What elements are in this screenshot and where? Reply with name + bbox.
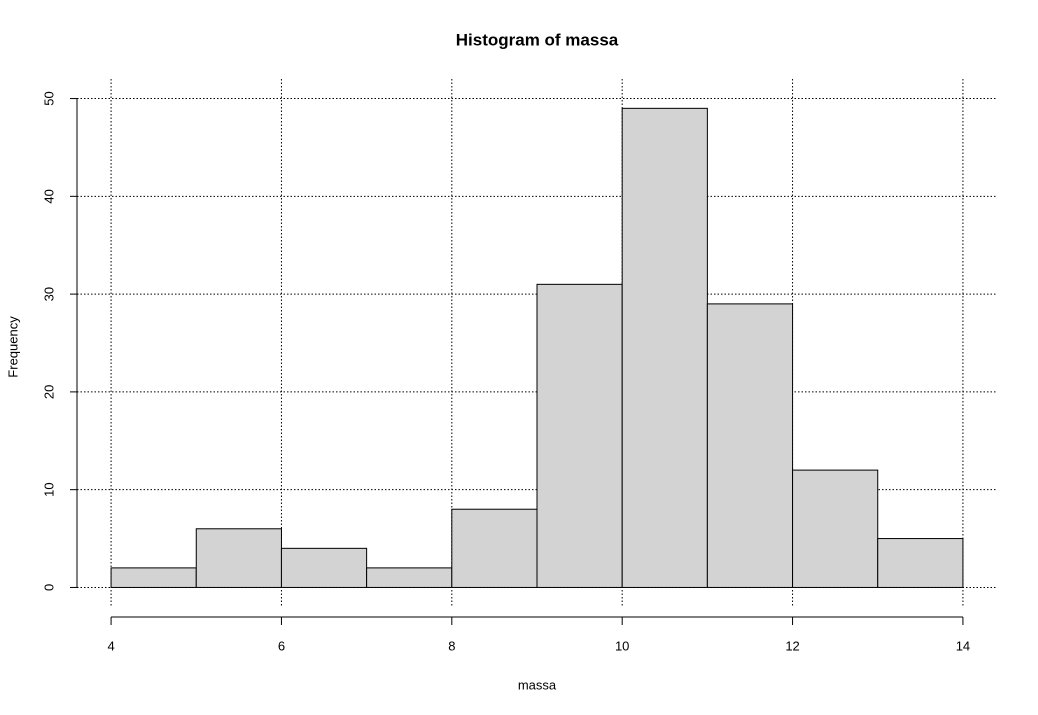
y-tick-label: 0 <box>41 584 56 591</box>
y-tick-label: 10 <box>41 482 56 496</box>
y-tick-label: 50 <box>41 91 56 105</box>
x-tick-label: 6 <box>278 638 285 653</box>
bar <box>877 538 964 588</box>
y-tick-label: 40 <box>41 189 56 203</box>
chart-title: Histogram of massa <box>456 30 619 49</box>
bar <box>621 107 708 588</box>
x-tick-label: 4 <box>107 638 114 653</box>
x-tick-label: 10 <box>615 638 629 653</box>
x-tick-label: 8 <box>448 638 455 653</box>
bar <box>706 303 794 588</box>
y-axis-label: Frequency <box>5 316 20 378</box>
x-axis-label: massa <box>518 677 557 692</box>
y-tick-label: 30 <box>41 287 56 301</box>
bar <box>110 567 197 588</box>
bar <box>792 469 879 588</box>
x-tick-label: 14 <box>956 638 970 653</box>
bar <box>366 567 453 588</box>
y-tick-label: 20 <box>41 385 56 399</box>
x-tick-label: 12 <box>785 638 799 653</box>
bar <box>536 283 623 588</box>
bar <box>451 508 538 588</box>
bar <box>280 547 368 588</box>
bar <box>195 528 282 588</box>
